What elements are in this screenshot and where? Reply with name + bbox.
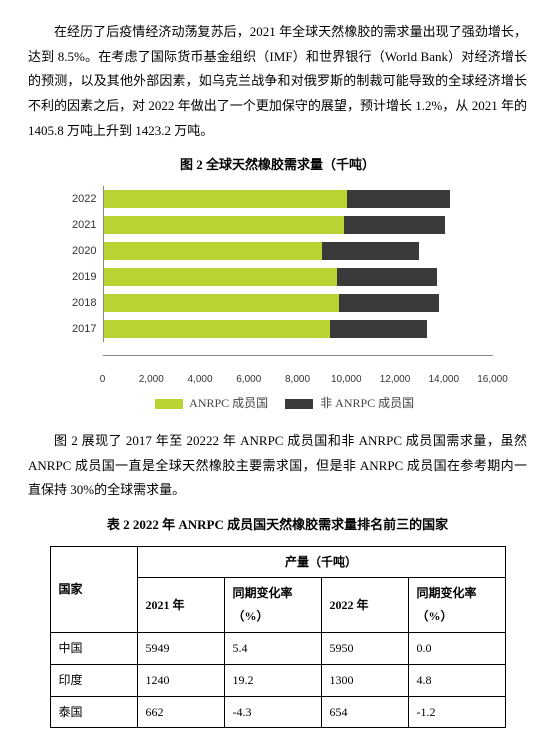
chart-row: 2017 <box>63 316 493 342</box>
x-axis-tick: 8,000 <box>285 370 310 389</box>
chart-plot <box>103 238 493 264</box>
cell-2021: 662 <box>137 696 224 728</box>
bar-segment <box>104 242 323 260</box>
bar-track <box>104 190 493 208</box>
cell-2022: 5950 <box>321 633 408 665</box>
chart-plot <box>103 212 493 238</box>
cell-var2022: 4.8 <box>408 664 505 696</box>
table-row: 印度 1240 19.2 1300 4.8 <box>50 664 505 696</box>
legend-label-anrpc: ANRPC 成员国 <box>189 396 268 410</box>
legend-swatch-non-anrpc <box>285 399 313 409</box>
chart-plot <box>103 264 493 290</box>
cell-2022: 1300 <box>321 664 408 696</box>
chart-plot <box>103 186 493 212</box>
bar-track <box>104 216 493 234</box>
paragraph-1: 在经历了后疫情经济动荡复苏后，2021 年全球天然橡胶的需求量出现了强劲增长，达… <box>28 20 527 143</box>
figure-2-chart: 2022 2021 2020 2019 2018 2017 <box>63 186 493 382</box>
bar-segment <box>322 242 418 260</box>
y-axis-label: 2021 <box>63 215 103 236</box>
table-row: 国家 产量（千吨） <box>50 546 505 578</box>
bar-segment <box>330 320 427 338</box>
legend-label-non-anrpc: 非 ANRPC 成员国 <box>320 396 414 410</box>
bar-track <box>104 268 493 286</box>
chart-plot <box>103 290 493 316</box>
col-header-country: 国家 <box>50 546 137 632</box>
bar-segment <box>104 190 347 208</box>
x-axis-tick: 14,000 <box>428 370 459 389</box>
y-axis-label: 2022 <box>63 189 103 210</box>
cell-country: 印度 <box>50 664 137 696</box>
table-row: 中国 5949 5.4 5950 0.0 <box>50 633 505 665</box>
cell-var2021: 5.4 <box>224 633 321 665</box>
cell-country: 泰国 <box>50 696 137 728</box>
bar-track <box>104 294 493 312</box>
col-header-var2022: 同期变化率（%） <box>408 578 505 633</box>
col-header-var2021: 同期变化率（%） <box>224 578 321 633</box>
paragraph-2: 图 2 展现了 2017 年至 20222 年 ANRPC 成员国和非 ANRP… <box>28 429 527 503</box>
bar-segment <box>104 268 337 286</box>
bar-track <box>104 320 493 338</box>
x-axis: 02,0004,0006,0008,00010,00012,00014,0001… <box>103 368 493 382</box>
chart-row: 2020 <box>63 238 493 264</box>
chart-row: 2021 <box>63 212 493 238</box>
x-axis-tick: 2,000 <box>139 370 164 389</box>
y-axis-label: 2020 <box>63 241 103 262</box>
table-2-caption: 表 2 2022 年 ANRPC 成员国天然橡胶需求量排名前三的国家 <box>28 513 527 538</box>
bar-segment <box>339 294 439 312</box>
bar-segment <box>347 190 450 208</box>
table-2: 国家 产量（千吨） 2021 年 同期变化率（%） 2022 年 同期变化率（%… <box>50 546 506 729</box>
bar-segment <box>344 216 445 234</box>
bar-segment <box>104 320 330 338</box>
figure-2-legend: ANRPC 成员国 非 ANRPC 成员国 <box>28 392 527 415</box>
figure-2-caption: 图 2 全球天然橡胶需求量（千吨） <box>28 153 527 178</box>
cell-var2022: -1.2 <box>408 696 505 728</box>
y-axis-label: 2017 <box>63 319 103 340</box>
chart-row: 2019 <box>63 264 493 290</box>
chart-axis-row <box>63 342 493 368</box>
x-axis-tick: 6,000 <box>236 370 261 389</box>
col-group-header: 产量（千吨） <box>137 546 505 578</box>
bar-segment <box>337 268 437 286</box>
cell-country: 中国 <box>50 633 137 665</box>
y-axis-label: 2019 <box>63 267 103 288</box>
col-header-2022: 2022 年 <box>321 578 408 633</box>
cell-var2022: 0.0 <box>408 633 505 665</box>
col-header-2021: 2021 年 <box>137 578 224 633</box>
x-axis-tick: 16,000 <box>477 370 508 389</box>
cell-2021: 5949 <box>137 633 224 665</box>
cell-2022: 654 <box>321 696 408 728</box>
chart-row: 2018 <box>63 290 493 316</box>
y-axis-label: 2018 <box>63 293 103 314</box>
chart-plot <box>103 316 493 342</box>
x-axis-tick: 10,000 <box>331 370 362 389</box>
cell-var2021: -4.3 <box>224 696 321 728</box>
x-axis-tick: 4,000 <box>187 370 212 389</box>
table-row: 泰国 662 -4.3 654 -1.2 <box>50 696 505 728</box>
legend-swatch-anrpc <box>155 399 183 409</box>
bar-segment <box>104 216 345 234</box>
chart-row: 2022 <box>63 186 493 212</box>
bar-segment <box>104 294 340 312</box>
x-axis-tick: 12,000 <box>380 370 411 389</box>
cell-var2021: 19.2 <box>224 664 321 696</box>
x-axis-tick: 0 <box>100 370 106 389</box>
cell-2021: 1240 <box>137 664 224 696</box>
bar-track <box>104 242 493 260</box>
